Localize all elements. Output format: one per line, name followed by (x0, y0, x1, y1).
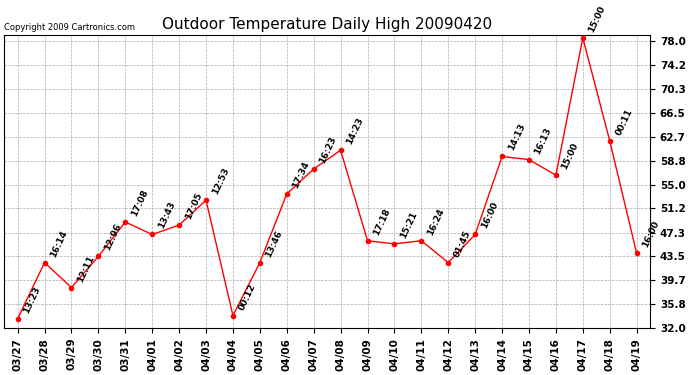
Text: 13:46: 13:46 (264, 228, 284, 258)
Text: 16:14: 16:14 (49, 228, 69, 258)
Text: 12:53: 12:53 (210, 166, 230, 196)
Text: 14:23: 14:23 (345, 116, 365, 146)
Text: 16:00: 16:00 (480, 201, 500, 230)
Text: 01:45: 01:45 (453, 229, 473, 258)
Text: 00:11: 00:11 (614, 107, 634, 137)
Text: 15:21: 15:21 (399, 210, 419, 240)
Text: 13:23: 13:23 (22, 285, 42, 315)
Text: 17:18: 17:18 (372, 207, 392, 237)
Text: 16:23: 16:23 (318, 135, 338, 165)
Text: 15:00: 15:00 (587, 4, 607, 34)
Text: 13:43: 13:43 (157, 201, 177, 230)
Text: 16:13: 16:13 (533, 126, 553, 155)
Text: 17:05: 17:05 (184, 191, 204, 221)
Text: 12:11: 12:11 (76, 254, 96, 284)
Text: 00:12: 00:12 (237, 282, 257, 312)
Title: Outdoor Temperature Daily High 20090420: Outdoor Temperature Daily High 20090420 (162, 17, 492, 32)
Text: 17:08: 17:08 (130, 188, 150, 218)
Text: 15:00: 15:00 (560, 141, 580, 171)
Text: 16:00: 16:00 (641, 219, 661, 249)
Text: Copyright 2009 Cartronics.com: Copyright 2009 Cartronics.com (4, 23, 135, 32)
Text: 12:96: 12:96 (103, 222, 123, 252)
Text: 14:13: 14:13 (506, 123, 526, 152)
Text: 17:34: 17:34 (291, 160, 311, 190)
Text: 16:24: 16:24 (426, 207, 446, 237)
